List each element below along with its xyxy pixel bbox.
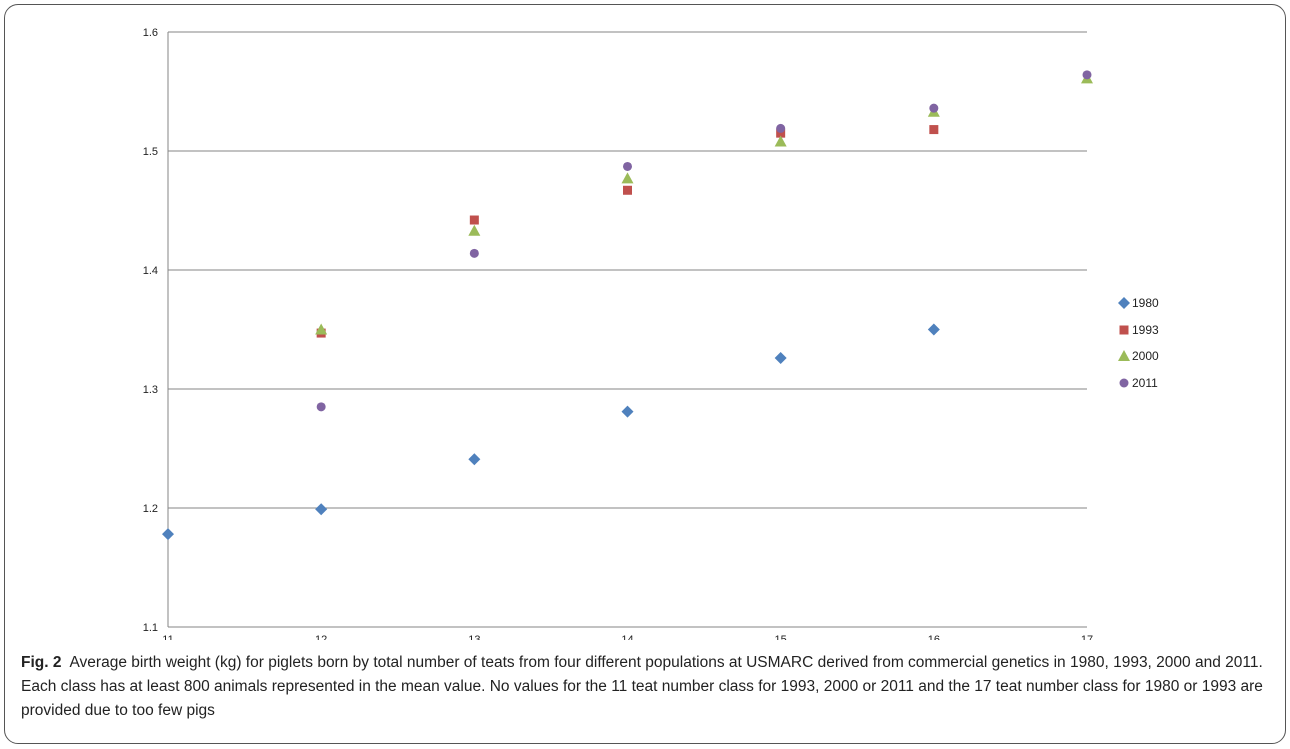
legend-label: 1980 xyxy=(1132,296,1159,311)
x-tick-label: 12 xyxy=(315,634,327,640)
data-point-2011 xyxy=(469,248,479,258)
data-point-1993 xyxy=(929,125,939,135)
data-point-2000 xyxy=(621,172,634,184)
legend-marker-shape xyxy=(1119,325,1129,335)
data-point-1980 xyxy=(621,405,634,418)
legend-item-2000: 2000 xyxy=(1118,343,1159,370)
x-tick-label: 15 xyxy=(775,634,787,640)
figure-label: Fig. 2 xyxy=(21,654,62,671)
data-point-2000 xyxy=(315,323,328,335)
legend-marker-shape xyxy=(1118,297,1130,310)
data-point-1993 xyxy=(623,185,632,195)
y-tick-label: 1.6 xyxy=(143,27,158,39)
scatter-chart: 1.1 1.2 1.3 1.4 1.5 1.6 11 12 13 14 15 16 17 xyxy=(143,27,1093,640)
y-tick-label: 1.4 xyxy=(143,265,158,277)
data-point-2011 xyxy=(316,402,326,412)
caption-text: Average birth weight (kg) for piglets bo… xyxy=(21,654,1263,719)
legend-label: 1993 xyxy=(1132,322,1159,337)
y-tick-label: 1.3 xyxy=(143,384,158,396)
y-tick-label: 1.1 xyxy=(143,622,158,634)
figure-caption: Fig. 2 Average birth weight (kg) for pigl… xyxy=(21,651,1276,723)
data-point-1980 xyxy=(927,323,940,336)
data-point-1993 xyxy=(469,215,479,225)
x-tick-label: 13 xyxy=(468,634,480,640)
legend-marker-circle xyxy=(1119,378,1129,388)
legend-item-1980: 1980 xyxy=(1118,290,1159,317)
legend-marker-shape xyxy=(1118,350,1130,362)
legend-marker-triangle xyxy=(1118,350,1130,362)
legend-marker-shape xyxy=(1119,378,1129,388)
data-point-1980 xyxy=(774,352,787,365)
figure-frame xyxy=(4,4,1286,744)
x-tick-label: 14 xyxy=(621,634,633,640)
legend-item-2011: 2011 xyxy=(1118,370,1159,397)
y-tick-label: 1.5 xyxy=(143,146,158,158)
data-point-2011 xyxy=(1082,70,1092,80)
x-tick-label: 11 xyxy=(162,634,173,640)
legend-label: 2000 xyxy=(1132,349,1159,364)
legend-item-1993: 1993 xyxy=(1118,317,1159,344)
data-point-2000 xyxy=(468,224,481,236)
y-tick-label: 1.2 xyxy=(143,503,158,515)
data-point-1980 xyxy=(162,528,174,541)
legend-marker-diamond xyxy=(1118,297,1130,310)
data-point-2011 xyxy=(929,103,939,113)
data-point-1980 xyxy=(468,453,481,466)
data-point-1993 xyxy=(776,128,786,138)
x-tick-label: 17 xyxy=(1081,634,1093,640)
legend-label: 2011 xyxy=(1132,375,1158,390)
data-point-2000 xyxy=(774,135,787,147)
x-tick-label: 16 xyxy=(928,634,940,640)
chart-legend: 1980 1993 2000 2011 xyxy=(1118,290,1159,396)
legend-marker-square xyxy=(1119,325,1129,335)
data-point-2011 xyxy=(623,161,632,171)
data-point-1980 xyxy=(315,503,328,516)
data-point-2011 xyxy=(776,123,786,133)
